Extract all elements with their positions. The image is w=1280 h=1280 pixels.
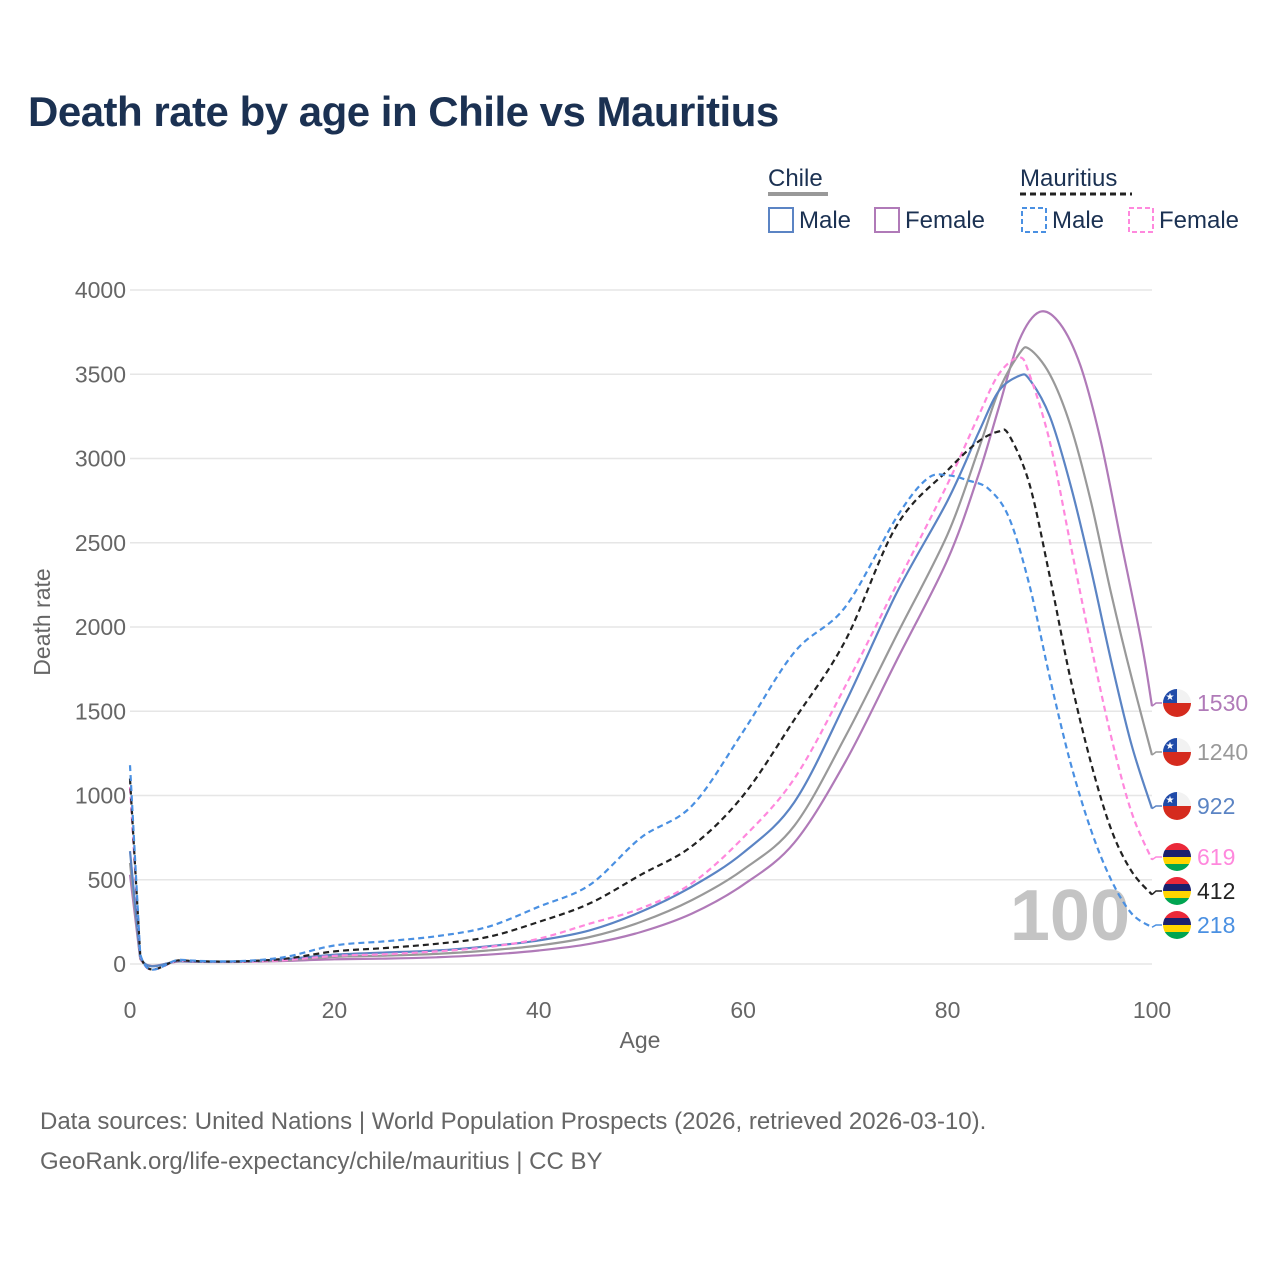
- end-label-mauritius-total: 412: [1197, 878, 1235, 904]
- flag-icon-chile-male: ★: [1163, 792, 1191, 820]
- x-tick-label: 60: [730, 997, 756, 1023]
- flag-icon-chile-total: ★: [1163, 738, 1191, 766]
- end-label-chile-female: 1530: [1197, 690, 1248, 716]
- source-line-2: GeoRank.org/life-expectancy/chile/maurit…: [40, 1148, 603, 1175]
- legend-chile-female-label: Female: [905, 207, 985, 234]
- end-label-mauritius-female: 619: [1197, 844, 1235, 870]
- y-tick-label: 3000: [75, 446, 126, 472]
- line-chile-male: [128, 373, 1154, 968]
- connector-mauritius-female: [1151, 856, 1162, 861]
- x-axis-label: Age: [620, 1027, 661, 1053]
- grid-lines: [130, 289, 1152, 965]
- flag-icon-chile-female: ★: [1163, 689, 1191, 717]
- x-tick-label: 40: [526, 997, 552, 1023]
- connector-chile-female: [1151, 702, 1162, 707]
- source-line-1: Data sources: United Nations | World Pop…: [40, 1108, 987, 1135]
- svg-text:★: ★: [1166, 795, 1175, 806]
- legend-mauritius-male-label: Male: [1052, 207, 1104, 234]
- series-lines: [128, 310, 1154, 971]
- connector-mauritius-male: [1151, 924, 1162, 928]
- flag-icon-mauritius-male: [1163, 911, 1191, 939]
- flag-icon-mauritius-total: [1163, 877, 1191, 905]
- line-mauritius-total: [128, 428, 1153, 971]
- y-tick-label: 3500: [75, 361, 126, 387]
- line-mauritius-male: [128, 473, 1153, 971]
- svg-text:★: ★: [1166, 741, 1175, 752]
- y-tick-label: 500: [88, 867, 126, 893]
- y-axis-ticks: 0 500 1000 1500 2000 2500 3000 3500 4000: [75, 277, 126, 977]
- end-label-chile-male: 922: [1197, 793, 1235, 819]
- y-tick-label: 1000: [75, 783, 126, 809]
- end-label-mauritius-male: 218: [1197, 912, 1235, 938]
- end-labels: ★ 1530 ★ 1240 ★ 922 619 412 218: [1151, 689, 1248, 939]
- line-chile-total: [128, 346, 1154, 968]
- legend-chile-female-swatch: [874, 207, 900, 233]
- y-tick-label: 0: [113, 951, 126, 977]
- x-tick-label: 0: [124, 997, 137, 1023]
- watermark-age: 100: [1010, 876, 1130, 956]
- connector-chile-total: [1151, 751, 1162, 756]
- line-chile-female: [128, 310, 1154, 968]
- x-tick-label: 80: [935, 997, 961, 1023]
- connector-mauritius-total: [1151, 890, 1162, 896]
- legend-chile-male-label: Male: [799, 207, 851, 234]
- legend-mauritius-female-swatch: [1128, 207, 1154, 233]
- legend-group-chile: Chile: [768, 165, 823, 192]
- legend-group-mauritius: Mauritius: [1020, 165, 1117, 192]
- x-tick-label: 20: [322, 997, 348, 1023]
- y-tick-label: 1500: [75, 698, 126, 724]
- connector-chile-male: [1151, 805, 1162, 810]
- y-tick-label: 4000: [75, 277, 126, 303]
- x-tick-label: 100: [1133, 997, 1171, 1023]
- legend: Chile Male Female Mauritius Male Female: [768, 165, 1239, 234]
- x-axis-ticks: 0 20 40 60 80 100: [124, 997, 1172, 1023]
- flag-icon-mauritius-female: [1163, 843, 1191, 871]
- y-tick-label: 2500: [75, 530, 126, 556]
- svg-text:★: ★: [1166, 692, 1175, 703]
- legend-mauritius-male-swatch: [1021, 207, 1047, 233]
- y-axis-label: Death rate: [29, 568, 55, 675]
- line-mauritius-female: [128, 356, 1154, 971]
- chart-title: Death rate by age in Chile vs Mauritius: [28, 88, 779, 135]
- legend-chile-male-swatch: [768, 207, 794, 233]
- end-label-chile-total: 1240: [1197, 739, 1248, 765]
- legend-mauritius-female-label: Female: [1159, 207, 1239, 234]
- y-tick-label: 2000: [75, 614, 126, 640]
